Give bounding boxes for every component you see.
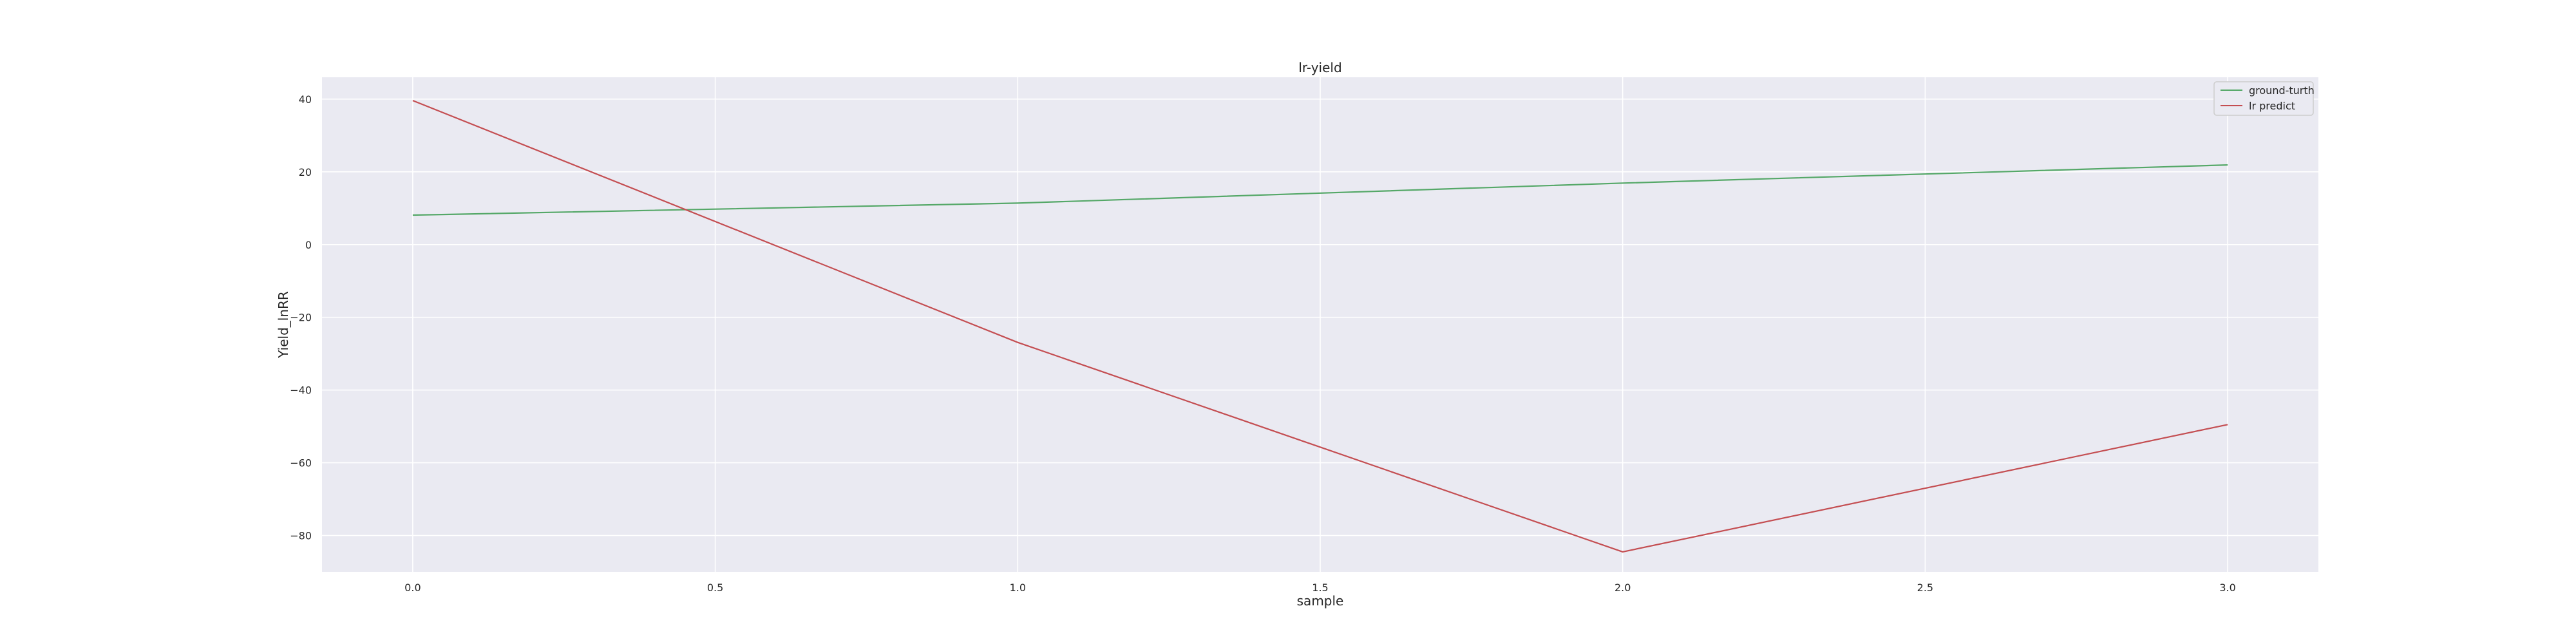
chart-title: lr-yield bbox=[1298, 60, 1341, 75]
y-tick-label: 0 bbox=[305, 239, 312, 251]
legend-label-lr-predict: lr predict bbox=[2249, 100, 2295, 112]
x-tick-label: 0.5 bbox=[707, 582, 723, 594]
x-tick-label: 0.0 bbox=[404, 582, 421, 594]
x-tick-label: 3.0 bbox=[2219, 582, 2235, 594]
y-tick-label: −40 bbox=[290, 384, 312, 397]
y-tick-label: 40 bbox=[299, 93, 312, 106]
y-axis-label: Yield_lnRR bbox=[276, 291, 291, 359]
series-lines bbox=[412, 100, 2228, 553]
series-line-lr-predict bbox=[412, 100, 2228, 553]
y-tick-label: −80 bbox=[290, 530, 312, 542]
legend: ground-turth lr predict bbox=[2213, 81, 2315, 116]
x-tick-label: 1.5 bbox=[1312, 582, 1328, 594]
tick-labels: 0.0 0.5 1.0 1.5 2.0 2.5 3.0 40 20 0 −20 −40 −60 −80 bbox=[290, 93, 2236, 594]
x-axis-label: sample bbox=[1297, 593, 1344, 609]
grid bbox=[322, 77, 2318, 572]
y-tick-label: −60 bbox=[290, 457, 312, 469]
x-tick-label: 1.0 bbox=[1010, 582, 1026, 594]
y-tick-label: −20 bbox=[290, 312, 312, 324]
x-tick-label: 2.5 bbox=[1917, 582, 1933, 594]
x-tick-label: 2.0 bbox=[1615, 582, 1631, 594]
series-line-ground-turth bbox=[412, 164, 2228, 216]
y-tick-label: 20 bbox=[299, 166, 312, 178]
legend-label-ground-turth: ground-turth bbox=[2249, 84, 2315, 97]
